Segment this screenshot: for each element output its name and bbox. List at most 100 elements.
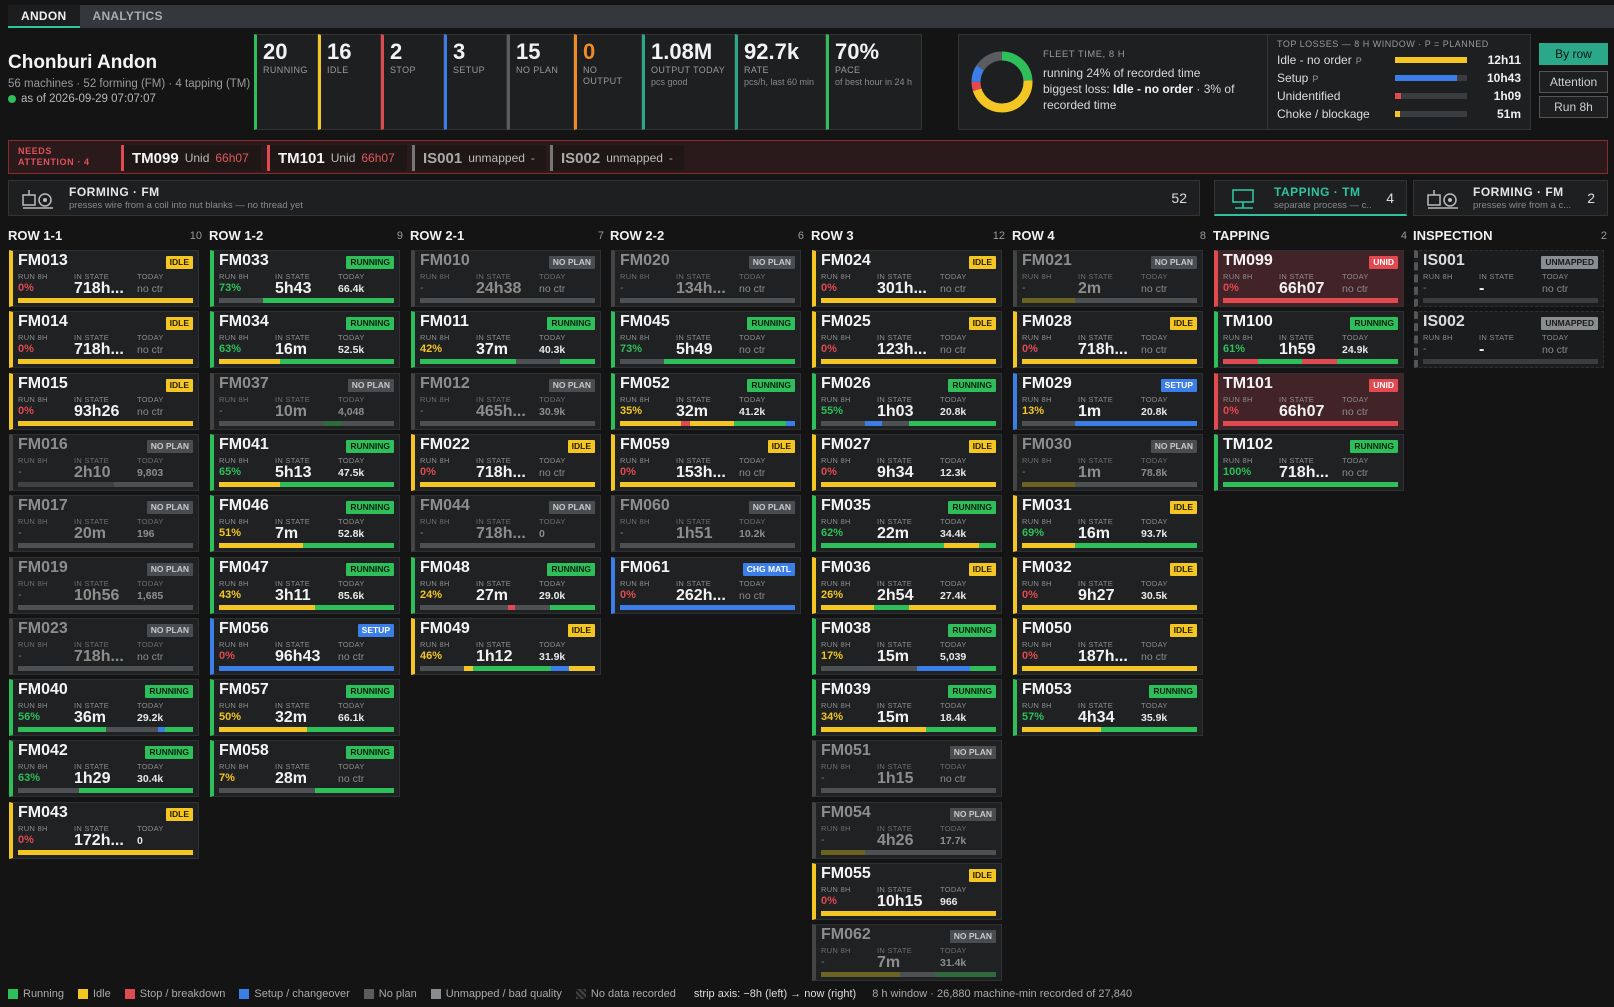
kpi-pace[interactable]: 70% PACE of best hour in 24 h: [826, 34, 922, 130]
machine-card-fm038[interactable]: FM038 RUNNING RUN 8H IN STATE TODAY 17% 15m 5,0…: [812, 618, 1002, 675]
machine-card-is001[interactable]: IS001 UNMAPPED RUN 8H IN STATE TODAY - - no ctr: [1414, 250, 1604, 307]
machine-card-fm030[interactable]: FM030 NO PLAN RUN 8H IN STATE TODAY - 1m 78.8k: [1013, 434, 1203, 491]
machine-card-fm017[interactable]: FM017 NO PLAN RUN 8H IN STATE TODAY - 20m 196: [9, 495, 199, 552]
machine-card-fm058[interactable]: FM058 RUNNING RUN 8H IN STATE TODAY 7% 28m no c…: [210, 740, 400, 797]
loss-row[interactable]: Setup P 10h43: [1277, 69, 1521, 87]
run8h-value: -: [821, 834, 825, 846]
machine-id: FM013: [18, 252, 68, 269]
top-losses-title: TOP LOSSES — 8 H WINDOW · P = PLANNED: [1277, 39, 1489, 49]
section-1-header[interactable]: TAPPING · TM separate process — c... 4: [1214, 180, 1407, 216]
instate-duration: 9h27: [1078, 587, 1115, 604]
machine-card-fm049[interactable]: FM049 IDLE RUN 8H IN STATE TODAY 46% 1h12 31.9k: [411, 618, 601, 675]
today-label: TODAY: [940, 456, 967, 465]
attention-chip-is001[interactable]: IS001 unmapped -: [412, 145, 546, 171]
machine-card-fm012[interactable]: FM012 NO PLAN RUN 8H IN STATE TODAY - 465h... 3…: [411, 373, 601, 430]
machine-card-fm016[interactable]: FM016 NO PLAN RUN 8H IN STATE TODAY - 2h10 9,80…: [9, 434, 199, 491]
machine-card-fm025[interactable]: FM025 IDLE RUN 8H IN STATE TODAY 0% 123h... no …: [812, 311, 1002, 368]
machine-card-fm036[interactable]: FM036 IDLE RUN 8H IN STATE TODAY 26% 2h54 27.4k: [812, 557, 1002, 614]
machine-card-tm101[interactable]: TM101 UNID RUN 8H IN STATE TODAY 0% 66h07 no ct…: [1214, 373, 1404, 430]
machine-card-fm056[interactable]: FM056 SETUP RUN 8H IN STATE TODAY 0% 96h43 no c…: [210, 618, 400, 675]
machine-card-fm043[interactable]: FM043 IDLE RUN 8H IN STATE TODAY 0% 172h... 0: [9, 802, 199, 859]
machine-card-fm045[interactable]: FM045 RUNNING RUN 8H IN STATE TODAY 73% 5h49 no…: [611, 311, 801, 368]
tab-andon[interactable]: ANDON: [8, 5, 80, 28]
machine-card-fm020[interactable]: FM020 NO PLAN RUN 8H IN STATE TODAY - 134h... n…: [611, 250, 801, 307]
instate-duration: 2h54: [877, 587, 914, 604]
loss-row[interactable]: Idle - no order P 12h11: [1277, 51, 1521, 69]
kpi-idle[interactable]: 16 IDLE: [318, 34, 381, 130]
machine-card-fm014[interactable]: FM014 IDLE RUN 8H IN STATE TODAY 0% 718h... no …: [9, 311, 199, 368]
machine-card-fm021[interactable]: FM021 NO PLAN RUN 8H IN STATE TODAY - 2m no ctr: [1013, 250, 1203, 307]
machine-card-fm024[interactable]: FM024 IDLE RUN 8H IN STATE TODAY 0% 301h... no …: [812, 250, 1002, 307]
machine-card-is002[interactable]: IS002 UNMAPPED RUN 8H IN STATE TODAY - - no ctr: [1414, 311, 1604, 368]
machine-card-fm028[interactable]: FM028 IDLE RUN 8H IN STATE TODAY 0% 718h... no …: [1013, 311, 1203, 368]
machine-card-fm031[interactable]: FM031 IDLE RUN 8H IN STATE TODAY 69% 16m 93.7k: [1013, 495, 1203, 552]
machine-card-tm099[interactable]: TM099 UNID RUN 8H IN STATE TODAY 0% 66h07 no ct…: [1214, 250, 1404, 307]
machine-card-fm033[interactable]: FM033 RUNNING RUN 8H IN STATE TODAY 73% 5h43 66…: [210, 250, 400, 307]
attention-chip-is002[interactable]: IS002 unmapped -: [550, 145, 684, 171]
machine-card-fm019[interactable]: FM019 NO PLAN RUN 8H IN STATE TODAY - 10h56 1,6…: [9, 557, 199, 614]
machine-card-fm059[interactable]: FM059 IDLE RUN 8H IN STATE TODAY 0% 153h... no …: [611, 434, 801, 491]
instate-label: IN STATE: [676, 333, 712, 342]
machine-card-fm051[interactable]: FM051 NO PLAN RUN 8H IN STATE TODAY - 1h15 no c…: [812, 740, 1002, 797]
machine-card-tm100[interactable]: TM100 RUNNING RUN 8H IN STATE TODAY 61% 1h59 24…: [1214, 311, 1404, 368]
kpi-setup[interactable]: 3 SETUP: [444, 34, 507, 130]
instate-label: IN STATE: [1078, 579, 1114, 588]
legend-swatch: [430, 989, 441, 999]
machine-card-fm046[interactable]: FM046 RUNNING RUN 8H IN STATE TODAY 51% 7m 52.8…: [210, 495, 400, 552]
loss-row[interactable]: Unidentified 1h09: [1277, 87, 1521, 105]
view-button-attention[interactable]: Attention: [1539, 71, 1608, 93]
machine-card-fm044[interactable]: FM044 NO PLAN RUN 8H IN STATE TODAY - 718h... 0: [411, 495, 601, 552]
machine-card-fm034[interactable]: FM034 RUNNING RUN 8H IN STATE TODAY 63% 16m 52.…: [210, 311, 400, 368]
machine-card-fm042[interactable]: FM042 RUNNING RUN 8H IN STATE TODAY 63% 1h29 30…: [9, 740, 199, 797]
kpi-output-today[interactable]: 1.08M OUTPUT TODAY pcs good: [642, 34, 735, 130]
machine-card-fm029[interactable]: FM029 SETUP RUN 8H IN STATE TODAY 13% 1m 20.8k: [1013, 373, 1203, 430]
machine-card-fm052[interactable]: FM052 RUNNING RUN 8H IN STATE TODAY 35% 32m 41.…: [611, 373, 801, 430]
machine-card-fm013[interactable]: FM013 IDLE RUN 8H IN STATE TODAY 0% 718h... no …: [9, 250, 199, 307]
machine-card-fm011[interactable]: FM011 RUNNING RUN 8H IN STATE TODAY 42% 37m 40.…: [411, 311, 601, 368]
tab-analytics[interactable]: ANALYTICS: [92, 9, 163, 23]
machine-card-fm023[interactable]: FM023 NO PLAN RUN 8H IN STATE TODAY - 718h... n…: [9, 618, 199, 675]
machine-card-fm054[interactable]: FM054 NO PLAN RUN 8H IN STATE TODAY - 4h26 17.7…: [812, 802, 1002, 859]
machine-card-fm055[interactable]: FM055 IDLE RUN 8H IN STATE TODAY 0% 10h15 966: [812, 863, 1002, 920]
machine-card-fm039[interactable]: FM039 RUNNING RUN 8H IN STATE TODAY 34% 15m 18.…: [812, 679, 1002, 736]
machine-card-fm062[interactable]: FM062 NO PLAN RUN 8H IN STATE TODAY - 7m 31.4k: [812, 924, 1002, 981]
machine-card-fm060[interactable]: FM060 NO PLAN RUN 8H IN STATE TODAY - 1h51 10.2…: [611, 495, 801, 552]
status-badge: CHG MATL: [742, 563, 795, 576]
section-0-header[interactable]: FORMING · FM presses wire from a coil int…: [8, 180, 1200, 216]
strip-segment: [821, 482, 996, 487]
machine-card-fm010[interactable]: FM010 NO PLAN RUN 8H IN STATE TODAY - 24h38 no …: [411, 250, 601, 307]
machine-card-fm022[interactable]: FM022 IDLE RUN 8H IN STATE TODAY 0% 718h... no …: [411, 434, 601, 491]
machine-card-fm057[interactable]: FM057 RUNNING RUN 8H IN STATE TODAY 50% 32m 66.…: [210, 679, 400, 736]
attention-chip-tm099[interactable]: TM099 Unid 66h07: [121, 145, 261, 171]
machine-card-fm032[interactable]: FM032 IDLE RUN 8H IN STATE TODAY 0% 9h27 30.5k: [1013, 557, 1203, 614]
machine-card-fm041[interactable]: FM041 RUNNING RUN 8H IN STATE TODAY 65% 5h13 47…: [210, 434, 400, 491]
legend-item: Setup / changeover: [239, 988, 350, 1000]
column-name: TAPPING: [1213, 228, 1270, 243]
machine-card-fm047[interactable]: FM047 RUNNING RUN 8H IN STATE TODAY 43% 3h11 85…: [210, 557, 400, 614]
machine-card-fm053[interactable]: FM053 RUNNING RUN 8H IN STATE TODAY 57% 4h34 35…: [1013, 679, 1203, 736]
attention-chip-tm101[interactable]: TM101 Unid 66h07: [267, 145, 407, 171]
machine-card-fm050[interactable]: FM050 IDLE RUN 8H IN STATE TODAY 0% 187h... no …: [1013, 618, 1203, 675]
machine-card-fm015[interactable]: FM015 IDLE RUN 8H IN STATE TODAY 0% 93h26 no ct…: [9, 373, 199, 430]
machine-card-fm026[interactable]: FM026 RUNNING RUN 8H IN STATE TODAY 55% 1h03 20…: [812, 373, 1002, 430]
view-button-by-row[interactable]: By row: [1539, 43, 1608, 65]
today-output: 29.0k: [539, 590, 566, 602]
timeline-strip: [620, 543, 795, 548]
instate-label: IN STATE: [1078, 640, 1114, 649]
machine-card-fm061[interactable]: FM061 CHG MATL RUN 8H IN STATE TODAY 0% 262h..…: [611, 557, 801, 614]
machine-card-fm048[interactable]: FM048 RUNNING RUN 8H IN STATE TODAY 24% 27m 29.…: [411, 557, 601, 614]
kpi-running[interactable]: 20 RUNNING: [254, 34, 318, 130]
section-2-header[interactable]: FORMING · FM presses wire from a c... 2: [1413, 180, 1608, 216]
kpi-no-plan[interactable]: 15 NO PLAN: [507, 34, 574, 130]
kpi-rate[interactable]: 92.7k RATE pcs/h, last 60 min: [735, 34, 826, 130]
machine-card-fm035[interactable]: FM035 RUNNING RUN 8H IN STATE TODAY 62% 22m 34.…: [812, 495, 1002, 552]
machine-card-fm037[interactable]: FM037 NO PLAN RUN 8H IN STATE TODAY - 10m 4,048: [210, 373, 400, 430]
kpi-no-output[interactable]: 0 NO OUTPUT: [574, 34, 642, 130]
loss-row[interactable]: Choke / blockage 51m: [1277, 105, 1521, 123]
machine-id: FM019: [18, 559, 68, 576]
view-button-run-8h[interactable]: Run 8h: [1539, 96, 1608, 118]
machine-card-fm040[interactable]: FM040 RUNNING RUN 8H IN STATE TODAY 56% 36m 29.…: [9, 679, 199, 736]
machine-card-fm027[interactable]: FM027 IDLE RUN 8H IN STATE TODAY 0% 9h34 12.3k: [812, 434, 1002, 491]
kpi-stop[interactable]: 2 STOP: [381, 34, 444, 130]
machine-card-tm102[interactable]: TM102 RUNNING RUN 8H IN STATE TODAY 100% 718h.…: [1214, 434, 1404, 491]
